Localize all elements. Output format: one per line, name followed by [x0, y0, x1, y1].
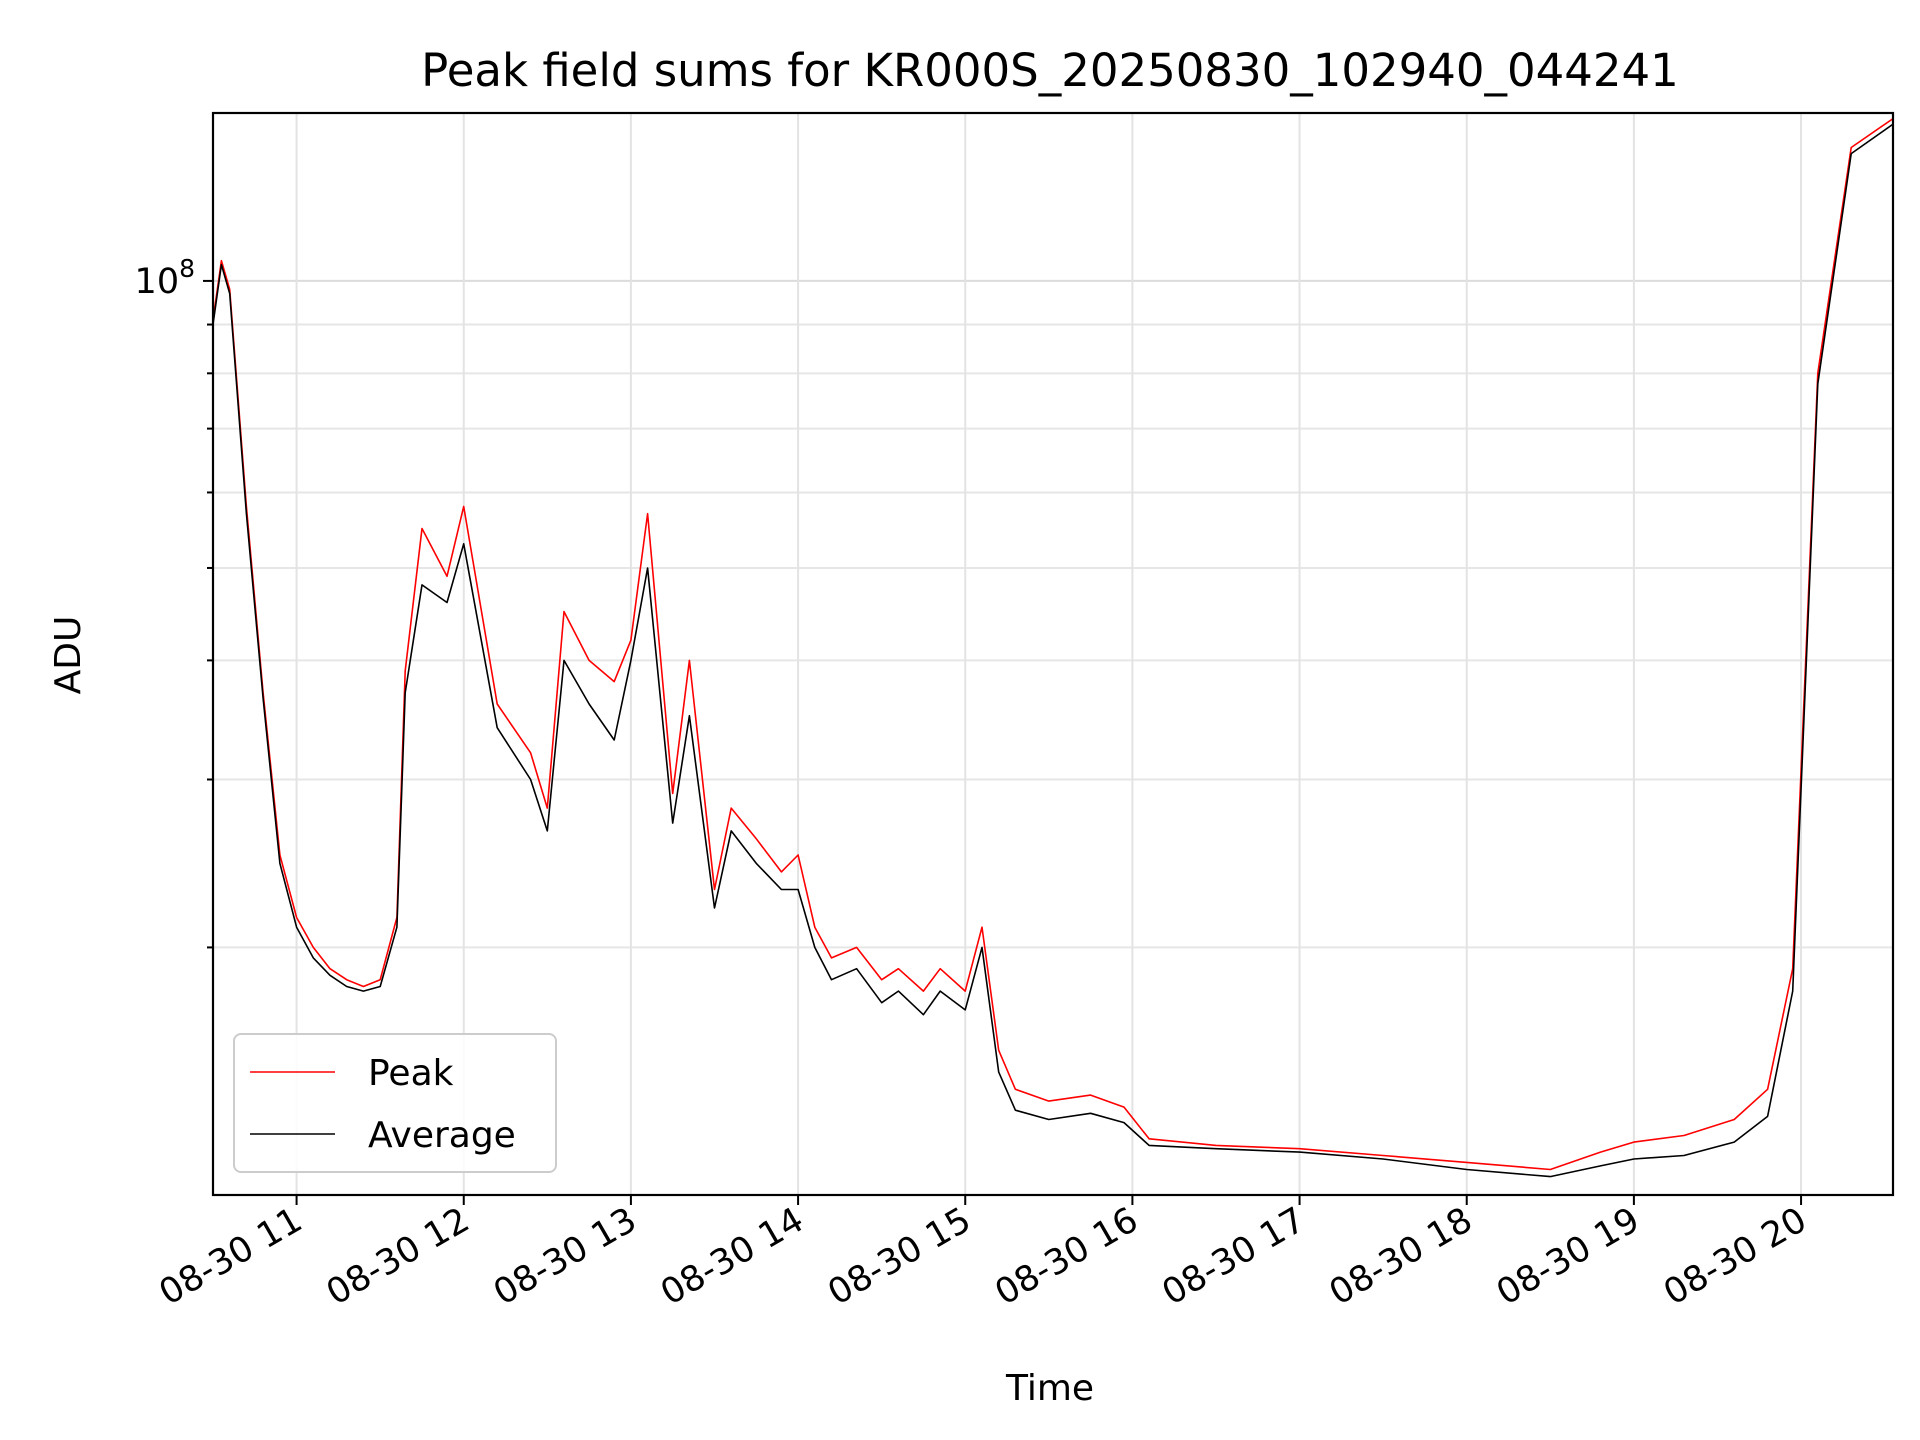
chart-title: Peak field sums for KR000S_20250830_1029…	[421, 44, 1679, 97]
legend-peak-label: Peak	[368, 1053, 454, 1094]
x-axis-label: Time	[1005, 1368, 1094, 1409]
y-axis-label: ADU	[48, 616, 89, 695]
series-line-peak	[213, 117, 1893, 1171]
legend: Peak Average	[233, 1033, 557, 1173]
series-line-average	[213, 123, 1893, 1178]
legend-box	[233, 1033, 557, 1173]
y-tick-label: 108	[135, 254, 195, 302]
legend-average-label: Average	[368, 1115, 516, 1156]
plot-frame	[211, 111, 1895, 1197]
series-lines	[213, 117, 1893, 1178]
gridlines	[213, 113, 1893, 1195]
